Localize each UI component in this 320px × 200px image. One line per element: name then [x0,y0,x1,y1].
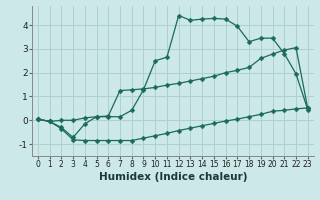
X-axis label: Humidex (Indice chaleur): Humidex (Indice chaleur) [99,172,247,182]
